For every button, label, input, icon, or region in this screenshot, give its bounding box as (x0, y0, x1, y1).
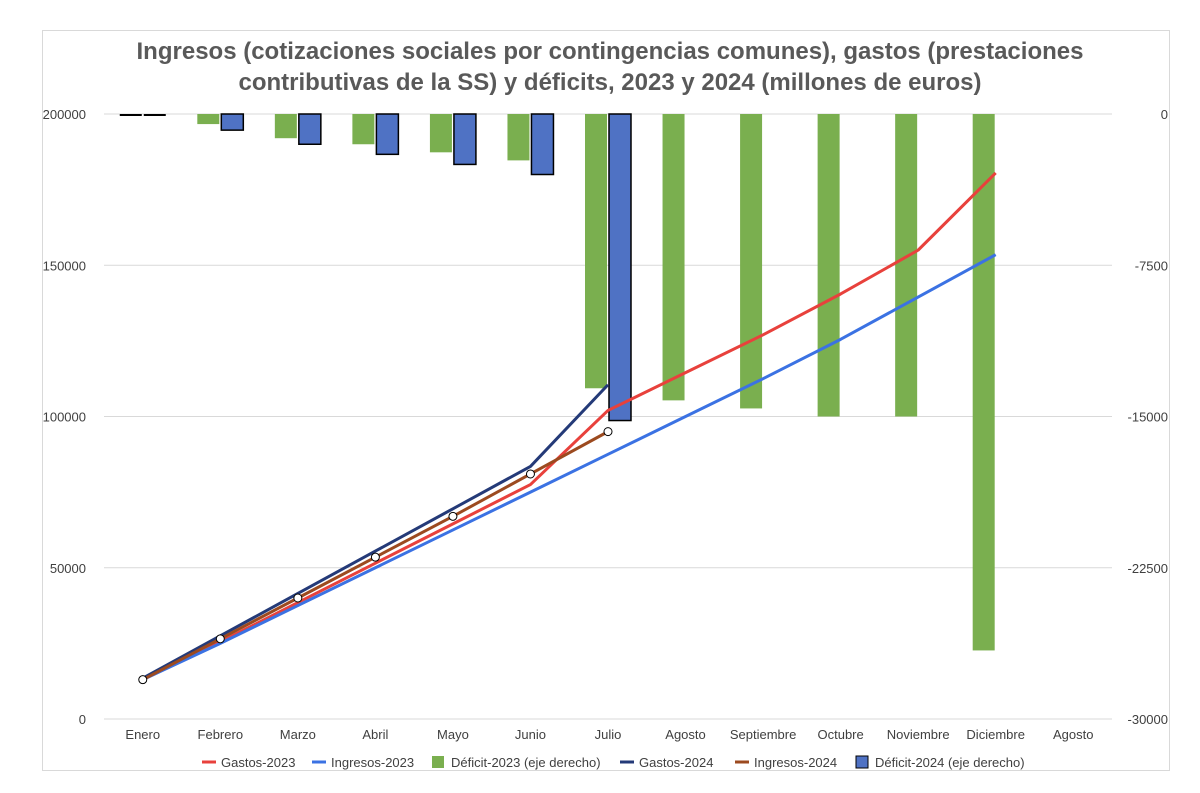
line-gastos-2023 (142, 171, 997, 682)
bar-deficit-2023 (274, 114, 297, 139)
x-tick-label: Junio (515, 727, 546, 742)
bar-deficit-2024 (143, 114, 166, 116)
bar-deficit-2024 (453, 113, 477, 166)
y-right-tick-label: -15000 (1128, 410, 1168, 425)
x-tick-label: Marzo (280, 727, 316, 742)
bar-deficit-2024 (608, 113, 632, 422)
bar-deficit-2023 (507, 114, 530, 161)
y-left-tick-label: 0 (79, 712, 86, 727)
legend-label: Déficit-2023 (eje derecho) (451, 755, 601, 770)
bar-deficit-2024 (530, 113, 555, 176)
point-ingresos-2024 (525, 469, 535, 479)
x-tick-label: Abril (362, 727, 388, 742)
point-ingresos-2024 (370, 552, 380, 562)
bar-deficit-2024 (298, 113, 322, 145)
bar-deficit-2023 (740, 114, 763, 409)
y-left-tick-label: 100000 (43, 410, 86, 425)
x-tick-label: Mayo (437, 727, 469, 742)
legend-label: Ingresos-2023 (331, 755, 414, 770)
point-ingresos-2024 (215, 634, 225, 644)
bar-deficit-2024 (375, 113, 400, 156)
legend-label: Déficit-2024 (eje derecho) (875, 755, 1025, 770)
legend: Gastos-2023 Ingresos-2023 Déficit-2023 (ej… (202, 755, 1025, 770)
line-ingresos-2023 (142, 253, 997, 682)
bar-deficit-2023 (585, 114, 607, 389)
legend-swatch (855, 755, 869, 769)
gridlines (104, 113, 1112, 720)
point-ingresos-2024 (448, 511, 458, 521)
y-left-tick-label: 50000 (50, 561, 86, 576)
bar-deficit-2023 (429, 114, 452, 153)
x-tick-label: Enero (125, 727, 160, 742)
bar-deficit-2023 (972, 114, 995, 651)
point-ingresos-2024 (138, 675, 148, 685)
legend-label: Gastos-2024 (639, 755, 713, 770)
x-tick-label: Febrero (198, 727, 244, 742)
line-gastos-2024 (142, 383, 610, 680)
x-tick-label: Octubre (817, 727, 863, 742)
legend-swatch (432, 756, 444, 768)
y-right-tick-label: -7500 (1135, 258, 1168, 273)
x-tick-label: Septiembre (730, 727, 796, 742)
bar-deficit-2023 (119, 114, 142, 116)
y-right-tick-label: 0 (1161, 107, 1168, 122)
bar-deficit-2023 (197, 114, 220, 125)
y-left-tick-label: 150000 (43, 258, 86, 273)
legend-label: Ingresos-2024 (754, 755, 837, 770)
x-tick-label: Agosto (665, 727, 705, 742)
x-tick-label: Julio (595, 727, 622, 742)
bar-deficit-2023 (895, 114, 918, 417)
chart-title: Ingresos (cotizaciones sociales por cont… (136, 38, 1084, 96)
axes: 0 50000 100000 150000 200000 -30000 -22500 -150… (43, 107, 1168, 742)
bars (119, 113, 995, 651)
y-right-tick-label: -22500 (1128, 561, 1168, 576)
x-tick-label: Agosto (1053, 727, 1093, 742)
x-tick-label: Noviembre (887, 727, 950, 742)
lines (138, 171, 997, 685)
bar-deficit-2023 (662, 114, 685, 401)
bar-deficit-2023 (352, 114, 375, 145)
y-left-tick-label: 200000 (43, 107, 86, 122)
point-ingresos-2024 (603, 427, 613, 437)
chart-frame (42, 30, 1170, 771)
legend-label: Gastos-2023 (221, 755, 295, 770)
y-right-tick-label: -30000 (1128, 712, 1168, 727)
point-ingresos-2024 (293, 593, 303, 603)
x-tick-label: Diciembre (966, 727, 1025, 742)
bar-deficit-2023 (817, 114, 840, 417)
bar-deficit-2024 (220, 113, 245, 131)
